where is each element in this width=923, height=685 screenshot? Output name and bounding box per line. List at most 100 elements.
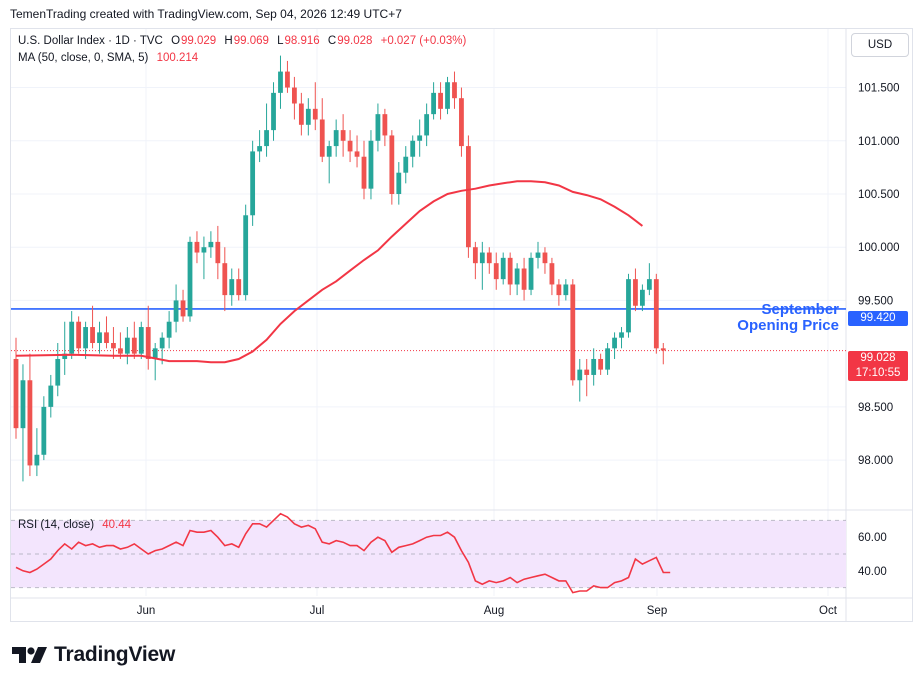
candle bbox=[257, 130, 262, 163]
candle bbox=[333, 119, 339, 157]
candle bbox=[431, 82, 436, 120]
candle-body bbox=[417, 135, 423, 141]
candle-body bbox=[166, 321, 172, 338]
candle bbox=[173, 284, 179, 333]
high-key: H bbox=[224, 35, 233, 47]
candle-body bbox=[626, 279, 631, 333]
candle bbox=[34, 428, 40, 477]
change-value: +0.027 (+0.03%) bbox=[380, 35, 467, 47]
candle-body bbox=[124, 337, 130, 354]
candle-body bbox=[34, 454, 40, 466]
candle-body bbox=[90, 327, 95, 344]
candle bbox=[466, 135, 471, 258]
currency-button[interactable]: USD bbox=[851, 33, 909, 57]
candle-body bbox=[222, 263, 228, 296]
time-axis-tick: Oct bbox=[819, 605, 838, 617]
candle bbox=[292, 76, 297, 120]
candle-body bbox=[507, 257, 513, 285]
candle-body bbox=[27, 380, 33, 466]
time-axis-tick: Jun bbox=[137, 605, 156, 617]
candle-body bbox=[452, 82, 457, 99]
candle bbox=[236, 268, 242, 301]
candle bbox=[152, 343, 158, 381]
candle bbox=[577, 358, 583, 402]
candle bbox=[347, 130, 353, 163]
candle-body bbox=[424, 114, 430, 136]
candle-body bbox=[438, 92, 443, 109]
ma-label[interactable]: MA (50, close, 0, SMA, 5) bbox=[18, 52, 149, 64]
candle bbox=[452, 71, 457, 109]
candle-body bbox=[319, 119, 325, 157]
candle-body bbox=[243, 215, 249, 296]
candle bbox=[138, 321, 144, 359]
candle-body bbox=[459, 98, 464, 147]
candle bbox=[396, 162, 402, 205]
candle-body bbox=[361, 156, 367, 189]
tradingview-logo-text: TradingView bbox=[54, 643, 176, 666]
candle-body bbox=[486, 252, 492, 264]
candle-body bbox=[646, 279, 652, 290]
candle-body bbox=[159, 337, 165, 349]
candle-body bbox=[62, 353, 68, 359]
main-legend: U.S. Dollar Index · 1D · TVC O99.029 H99… bbox=[18, 35, 467, 47]
candle bbox=[55, 343, 61, 397]
candle-body bbox=[298, 103, 304, 125]
candle bbox=[131, 321, 137, 359]
candle bbox=[612, 332, 617, 359]
candle bbox=[20, 364, 26, 482]
candle bbox=[27, 353, 33, 477]
candle-body bbox=[292, 87, 297, 104]
candle-body bbox=[201, 247, 207, 253]
candle bbox=[417, 119, 423, 157]
ma-value: 100.214 bbox=[156, 52, 199, 64]
candle-body bbox=[97, 332, 102, 344]
tradingview-logo[interactable]: TradingView bbox=[12, 643, 175, 667]
candle bbox=[97, 321, 102, 354]
candle-body bbox=[403, 156, 409, 173]
candle-body bbox=[278, 71, 283, 93]
symbol-label[interactable]: U.S. Dollar Index · 1D · TVC bbox=[18, 35, 163, 47]
candle-body bbox=[493, 263, 499, 280]
candle bbox=[660, 343, 666, 365]
candle-body bbox=[542, 252, 548, 264]
candle-body bbox=[118, 348, 123, 354]
candle-body bbox=[389, 135, 395, 194]
price-axis-tick: 99.500 bbox=[858, 295, 893, 307]
candle bbox=[222, 247, 228, 312]
candle-body bbox=[368, 140, 374, 189]
candle bbox=[653, 273, 659, 354]
price-axis-tick: 101.500 bbox=[858, 83, 900, 95]
candle-body bbox=[215, 241, 221, 264]
rsi-legend: RSI (14, close) 40.44 bbox=[18, 519, 132, 531]
candle-body bbox=[528, 257, 534, 290]
close-key: C bbox=[327, 35, 337, 47]
candle bbox=[69, 311, 75, 359]
rsi-label[interactable]: RSI (14, close) bbox=[18, 519, 95, 531]
candle-body bbox=[13, 358, 19, 429]
time-axis-tick: Aug bbox=[484, 605, 504, 617]
candle-body bbox=[104, 332, 109, 344]
candle-body bbox=[55, 358, 61, 386]
candle-body bbox=[194, 241, 200, 253]
candle bbox=[459, 87, 464, 157]
candle-body bbox=[173, 300, 179, 322]
candle bbox=[410, 135, 416, 168]
candle-body bbox=[660, 348, 666, 351]
candle bbox=[305, 98, 311, 136]
candle bbox=[528, 252, 534, 296]
chart-attribution: TemenTrading created with TradingView.co… bbox=[10, 7, 402, 21]
candle-body bbox=[257, 146, 262, 152]
candle bbox=[535, 241, 541, 269]
candle bbox=[326, 140, 332, 184]
candle bbox=[166, 311, 172, 349]
rsi-line bbox=[15, 512, 671, 594]
candle-body bbox=[445, 82, 450, 109]
bar-countdown-tag: 17:10:55 bbox=[848, 366, 908, 381]
candle-body bbox=[326, 146, 332, 157]
candle bbox=[354, 135, 360, 168]
low-value: 98.916 bbox=[284, 35, 320, 47]
price-axis-tick: 98.500 bbox=[858, 402, 893, 414]
price-axis: 101.500 101.000 100.500 100.000 99.500 98.500… bbox=[858, 83, 900, 468]
candle-body bbox=[131, 337, 137, 354]
